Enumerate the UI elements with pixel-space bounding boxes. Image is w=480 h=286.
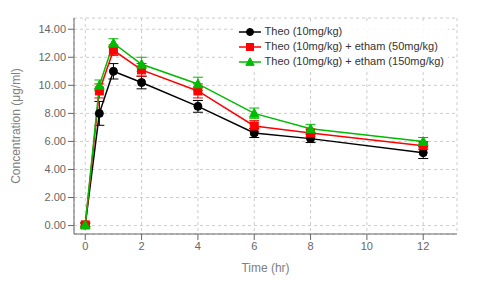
svg-text:0.00: 0.00 xyxy=(45,219,66,231)
svg-text:2.00: 2.00 xyxy=(45,191,66,203)
svg-text:2: 2 xyxy=(139,240,145,252)
svg-text:Concentration (μg/ml): Concentration (μg/ml) xyxy=(9,68,23,184)
svg-text:8: 8 xyxy=(307,240,313,252)
svg-text:Time (hr): Time (hr) xyxy=(241,261,289,275)
svg-text:10: 10 xyxy=(361,240,373,252)
svg-text:4.00: 4.00 xyxy=(45,163,66,175)
svg-text:6.00: 6.00 xyxy=(45,135,66,147)
svg-text:12: 12 xyxy=(417,240,429,252)
svg-text:0: 0 xyxy=(82,240,88,252)
svg-text:8.00: 8.00 xyxy=(45,107,66,119)
svg-text:14.00: 14.00 xyxy=(38,23,66,35)
html-text:Theo (10mg/kg) + etham (150mg/: Theo (10mg/kg) + etham (150mg/kg) xyxy=(264,55,444,67)
html-text:Theo (10mg/kg) + etham (50mg/k: Theo (10mg/kg) + etham (50mg/kg) xyxy=(264,40,438,52)
svg-text:12.00: 12.00 xyxy=(38,51,66,63)
html-text:Theo (10mg/kg): Theo (10mg/kg) xyxy=(264,25,343,37)
svg-text:10.00: 10.00 xyxy=(38,79,66,91)
svg-text:4: 4 xyxy=(195,240,201,252)
svg-text:6: 6 xyxy=(251,240,257,252)
